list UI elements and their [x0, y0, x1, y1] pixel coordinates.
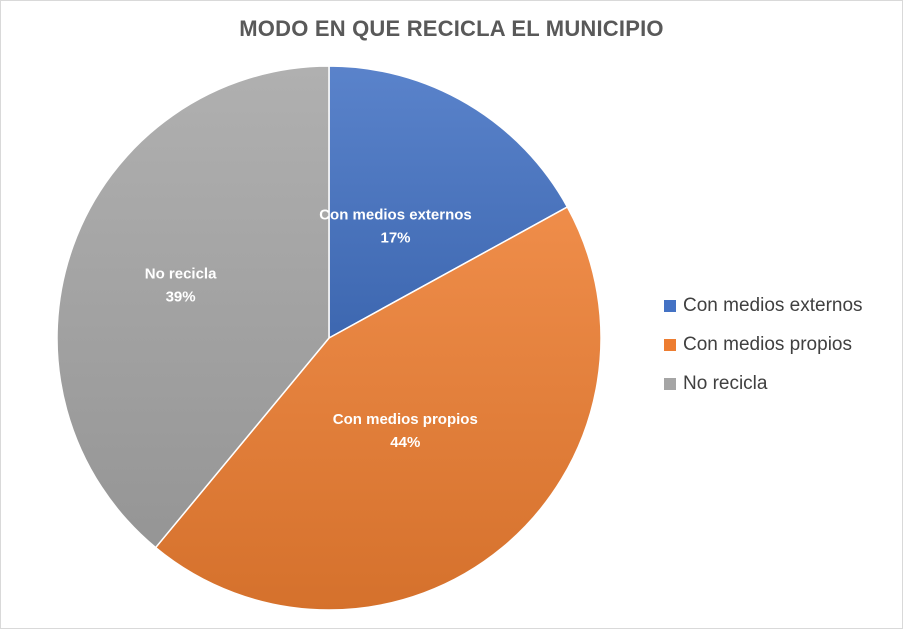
pie-slice-no-recicla — [56, 65, 330, 549]
legend-item-con-medios-externos: Con medios externos — [664, 286, 863, 325]
legend-swatch — [664, 299, 676, 312]
data-label-con-medios-propios: Con medios propios 44% — [333, 411, 478, 451]
data-label-category: No recicla — [145, 266, 217, 283]
legend-item-no-recicla: No recicla — [664, 364, 863, 403]
legend-label: No recicla — [683, 372, 768, 394]
data-label-category: Con medios propios — [333, 411, 478, 428]
legend-item-con-medios-propios: Con medios propios — [664, 325, 863, 364]
data-label-percent: 44% — [390, 434, 420, 451]
pie-slices — [56, 65, 602, 611]
pie-data-labels: Con medios externos 17% Con medios propios… — [145, 207, 478, 452]
pie-slice-con-medios-propios — [154, 205, 602, 611]
data-label-no-recicla: No recicla 39% — [145, 266, 217, 306]
pie-slice-con-medios-externos — [328, 65, 569, 340]
legend: Con medios externos Con medios propios No … — [664, 286, 863, 403]
data-label-category: Con medios externos — [319, 207, 472, 224]
legend-swatch — [664, 377, 676, 390]
chart-title: MODO EN QUE RECICLA EL MUNICIPIO — [239, 16, 664, 41]
data-label-percent: 39% — [166, 289, 196, 306]
data-label-percent: 17% — [380, 230, 410, 247]
legend-swatch — [664, 338, 676, 351]
legend-label: Con medios externos — [683, 294, 863, 316]
data-label-con-medios-externos: Con medios externos 17% — [319, 207, 472, 247]
legend-label: Con medios propios — [683, 333, 852, 355]
